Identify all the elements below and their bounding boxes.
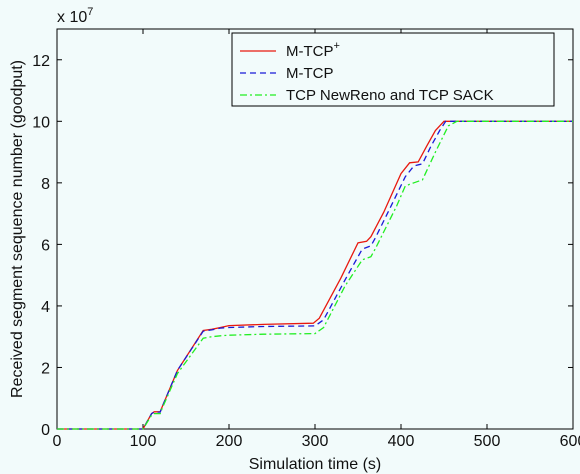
x-tick-label: 400 xyxy=(388,433,415,450)
y-tick-label: 0 xyxy=(41,422,50,439)
legend-label-mtcp-plus: M-TCP+ xyxy=(286,40,340,60)
y-tick-label: 4 xyxy=(41,299,50,316)
y-tick-label: 10 xyxy=(32,114,50,131)
axis-ticks: 0 100 200 300 400 500 600 0 2 4 6 8 10 12 xyxy=(32,29,580,450)
series-line-newreno-sack xyxy=(57,120,573,430)
x-tick-label: 200 xyxy=(216,433,243,450)
y-tick-label: 6 xyxy=(41,237,50,254)
legend-label-mtcp: M-TCP xyxy=(286,65,334,82)
legend-label-newreno-sack: TCP NewReno and TCP SACK xyxy=(286,87,494,104)
y-tick-label: 12 xyxy=(32,53,50,70)
series-lines xyxy=(57,120,573,430)
x-tick-label: 0 xyxy=(53,433,62,450)
x-tick-label: 500 xyxy=(474,433,501,450)
x-axis-label: Simulation time (s) xyxy=(249,456,381,473)
y-axis-label: Received segment sequence number (goodpu… xyxy=(9,60,26,398)
legend-box xyxy=(231,32,555,107)
y-tick-label: 8 xyxy=(41,176,50,193)
y-tick-label: 2 xyxy=(41,360,50,377)
legend: M-TCP+ M-TCP TCP NewReno and TCP SACK xyxy=(231,32,555,107)
series-line-mtcp xyxy=(57,120,573,430)
x-tick-label: 600 xyxy=(560,433,580,450)
y-exponent-label: x 107 xyxy=(57,6,93,26)
x-tick-label: 100 xyxy=(130,433,157,450)
x-tick-label: 300 xyxy=(302,433,329,450)
